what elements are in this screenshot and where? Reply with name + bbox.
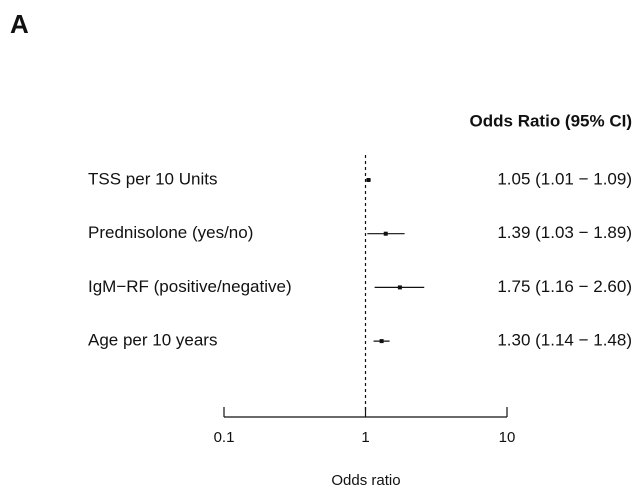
point-estimate [383,231,388,236]
x-tick-label: 0.1 [214,429,235,446]
row-label: IgM−RF (positive/negative) [88,277,292,296]
point-estimate [397,285,402,290]
value-label: 1.39 (1.03 − 1.89) [497,223,632,242]
row-label: TSS per 10 Units [88,169,217,188]
row-label: Age per 10 years [88,331,217,350]
x-tick-label: 10 [499,429,516,446]
value-label: 1.30 (1.14 − 1.48) [497,331,632,350]
x-axis-label: Odds ratio [331,472,400,489]
column-header: Odds Ratio (95% CI) [470,111,632,130]
value-label: 1.75 (1.16 − 2.60) [497,277,632,296]
point-estimate [379,339,384,344]
value-label: 1.05 (1.01 − 1.09) [497,169,632,188]
panel-label: A [10,9,29,39]
x-tick-label: 1 [361,429,369,446]
row-label: Prednisolone (yes/no) [88,223,253,242]
point-estimate [366,178,371,182]
